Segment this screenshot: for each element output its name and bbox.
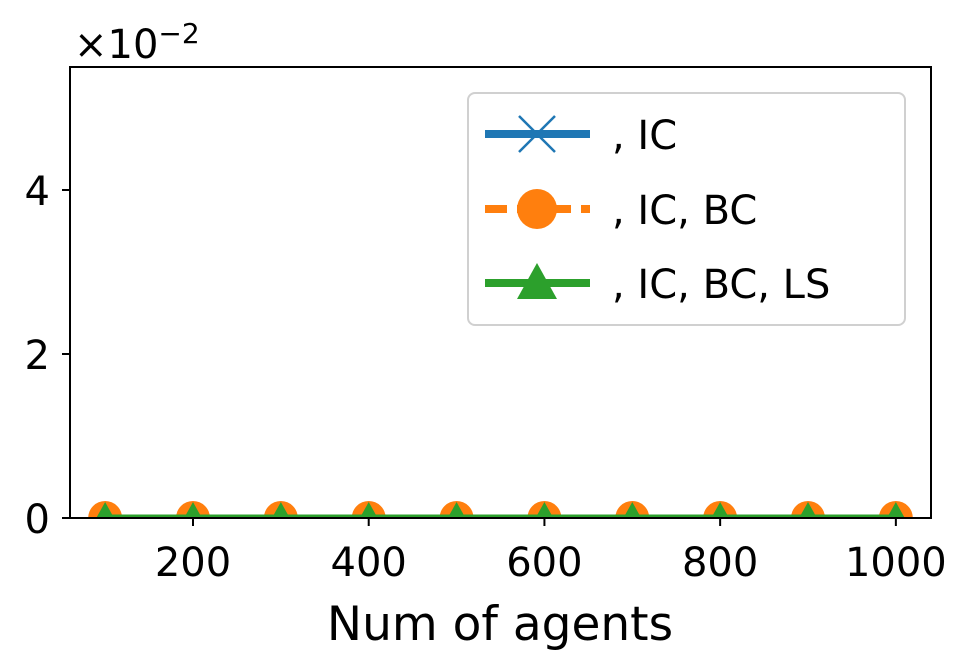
x-tick-label: 400 [331,540,407,586]
y-tick-label: 0 [25,497,50,543]
series-3 [96,502,905,518]
y-tick-label: 4 [25,169,50,215]
x-tick-label: 1000 [845,540,947,586]
y-tick-label: 2 [25,333,50,379]
legend-item: , IC, BC, LS [485,262,830,308]
x-axis-label: Num of agents [327,597,673,652]
legend-item: , IC, BC [485,188,757,234]
legend-item: , IC [485,113,677,159]
legend-box [467,92,906,326]
series-layer [88,501,913,518]
legend-label: , IC, BC, LS [612,262,830,308]
legend: , IC , IC, BC , IC, BC, LS [467,92,906,326]
x-tick-label: 200 [155,540,231,586]
data-point [535,502,554,518]
y-axis: 0 2 4 [25,169,70,543]
data-point [359,502,378,518]
legend-label: , IC [612,113,677,159]
data-point [799,502,817,518]
data-point [711,502,730,518]
scale-multiplier-base: ×10 [74,22,158,68]
plot-frame [69,66,932,519]
scale-multiplier: ×10−2 [74,17,200,68]
legend-label: , IC, BC [612,188,757,234]
data-point [886,502,905,518]
legend-marker [517,189,557,229]
legend-marker [518,115,556,153]
x-tick-label: 800 [682,540,758,586]
x-axis: 200 400 600 800 1000 [155,518,947,586]
legend-marker [517,263,557,299]
scale-multiplier-exponent: −2 [158,17,199,50]
data-point [447,502,466,518]
x-tick-label: 600 [506,540,582,586]
data-point [271,502,290,518]
data-point [96,502,115,518]
data-point [184,502,202,518]
data-point [623,502,642,518]
